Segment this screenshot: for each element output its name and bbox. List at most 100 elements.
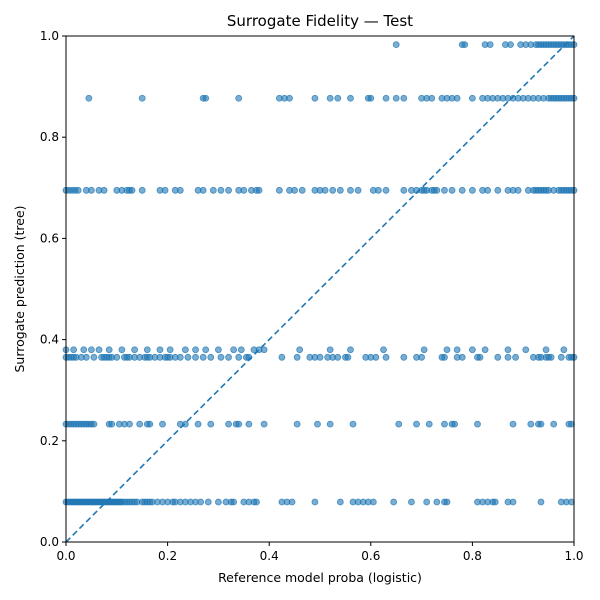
data-point [547,353,555,361]
data-point [382,94,390,102]
data-point [235,353,243,361]
data-point [278,353,286,361]
data-point [433,498,441,506]
data-point [400,353,408,361]
data-point [136,420,144,428]
data-point [408,498,415,506]
data-point [207,420,215,428]
data-point [441,186,448,194]
data-point [230,346,238,354]
data-point [230,498,238,506]
data-point [336,186,344,194]
data-point [476,353,484,361]
data-point [367,94,375,102]
data-point [225,186,232,194]
data-point [443,498,451,506]
data-point [326,346,334,354]
data-point [126,420,133,428]
data-point [334,94,342,102]
data-point [85,94,93,102]
data-point [443,346,451,354]
data-point [146,420,154,428]
data-point [293,353,301,361]
data-point [481,346,489,354]
ticks-layer: 0.0 0.2 0.4 0.6 0.8 1.0 0.0 0.2 0.4 0.6 0.8 1.0 [40,29,584,563]
data-point [217,186,225,194]
data-point [448,186,456,194]
data-point [90,420,98,428]
data-point [291,186,299,194]
data-point [143,346,151,354]
data-point [311,498,319,506]
data-point [202,94,210,102]
data-point [484,186,492,194]
data-point [131,346,138,354]
data-point [428,94,436,102]
data-point [504,346,512,354]
data-point [176,353,184,361]
chart-title: Surrogate Fidelity — Test [227,12,413,30]
data-point [194,420,202,428]
data-point [217,353,225,361]
data-point [491,498,499,506]
data-point [255,186,263,194]
data-point [311,94,319,102]
data-point [184,353,192,361]
data-point [235,94,243,102]
data-point [105,346,113,354]
data-point [95,346,103,354]
data-point [468,346,476,354]
y-tick-label: 0.8 [40,130,59,144]
data-point [88,186,95,194]
data-point [293,420,301,428]
data-point [334,353,342,361]
data-point [260,420,268,428]
x-tick-label: 0.6 [361,549,380,563]
points-layer [62,41,578,506]
data-point [390,498,398,506]
data-point [214,498,222,506]
data-point [369,498,377,506]
data-point [347,186,354,194]
x-tick-label: 0.0 [56,549,75,563]
data-point [400,94,408,102]
data-point [347,346,354,354]
y-axis-label: Surrogate prediction (tree) [12,205,27,372]
data-point [474,420,481,428]
data-point [375,186,382,194]
data-point [82,353,90,361]
data-point [468,94,476,102]
data-point [138,94,146,102]
x-tick-label: 0.8 [463,549,482,563]
data-point [199,186,207,194]
data-point [138,186,146,194]
data-point [235,420,243,428]
data-point [192,346,199,354]
data-point [458,186,466,194]
data-point [197,498,205,506]
data-point [245,420,253,428]
data-point [413,420,420,428]
data-point [161,186,169,194]
data-point [159,420,166,428]
data-point [458,353,466,361]
data-point [70,346,78,354]
data-point [176,186,184,194]
data-point [298,186,306,194]
data-point [74,186,82,194]
data-point [166,346,174,354]
data-point [316,353,324,361]
data-point [494,186,502,194]
data-point [113,353,121,361]
y-tick-label: 0.4 [40,333,59,347]
data-point [225,353,232,361]
data-point [453,346,461,354]
data-point [537,420,545,428]
data-point [275,186,283,194]
data-point [522,346,530,354]
data-point [382,186,390,194]
data-point [88,346,95,354]
data-point [395,420,403,428]
